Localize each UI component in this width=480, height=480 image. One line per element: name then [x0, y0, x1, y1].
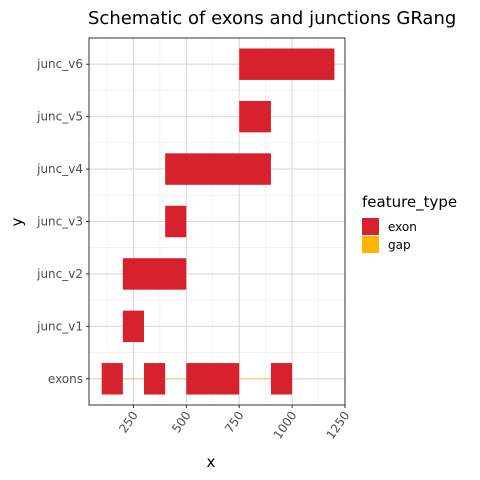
legend-label-exon: exon	[388, 220, 417, 234]
y-tick-label: junc_v4	[36, 162, 83, 176]
feature-marks	[101, 48, 335, 395]
legend-title: feature_type	[362, 193, 457, 212]
x-tick-label: 750	[222, 409, 247, 436]
x-tick-label: 250	[116, 409, 141, 436]
exon-bar	[186, 363, 240, 395]
exon-bar	[165, 205, 187, 238]
y-tick-label: junc_v1	[36, 319, 83, 333]
exon-bar	[144, 363, 166, 395]
y-tick-label: exons	[48, 372, 83, 386]
legend-key-exon	[362, 218, 379, 235]
legend-key-gap	[362, 236, 379, 253]
y-tick-label: junc_v5	[36, 110, 83, 124]
exon-bar	[122, 258, 187, 290]
y-tick-label: junc_v2	[36, 267, 83, 281]
exon-bar	[165, 153, 271, 185]
y-axis-title: y	[8, 217, 26, 226]
x-axis-ticks: 250 500 750 1000 1250	[116, 405, 352, 442]
exon-bar	[101, 363, 123, 395]
exon-bar	[239, 48, 335, 80]
chart-title: Schematic of exons and junctions GRang	[88, 8, 456, 29]
x-tick-label: 1250	[323, 409, 352, 442]
x-tick-label: 1000	[271, 409, 300, 442]
y-axis-ticks: exons junc_v1 junc_v2 junc_v3 junc_v4 junc_v5…	[36, 57, 89, 386]
exon-bar	[239, 100, 271, 133]
y-tick-label: junc_v3	[36, 215, 83, 229]
x-tick-label: 500	[169, 409, 194, 436]
x-axis-title: x	[207, 453, 216, 471]
legend: feature_type exon gap	[362, 193, 457, 253]
grid-lines	[89, 38, 346, 405]
legend-label-gap: gap	[388, 238, 411, 252]
exon-bar	[270, 363, 293, 395]
y-tick-label: junc_v6	[36, 57, 83, 71]
exon-bar	[122, 310, 145, 343]
